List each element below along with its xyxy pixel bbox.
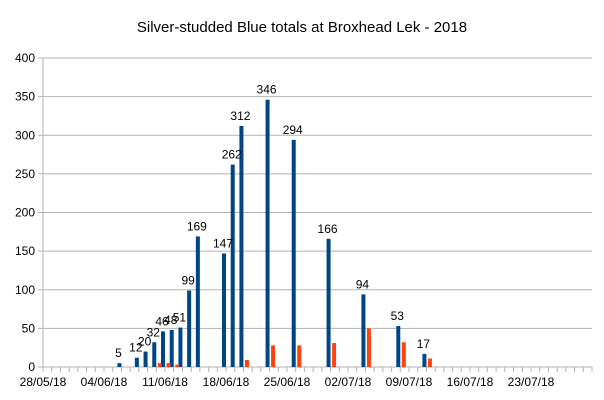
bar	[178, 327, 183, 367]
x-tick-label: 02/07/18	[325, 375, 372, 389]
data-label: 346	[257, 83, 277, 97]
data-label: 5	[115, 346, 122, 360]
bar	[427, 358, 432, 367]
x-tick-label: 09/07/18	[386, 375, 433, 389]
bar	[117, 363, 122, 367]
x-axis: 28/05/18 04/06/18 11/06/18 18/06/18 25/06/18…	[20, 366, 593, 389]
bar	[239, 125, 244, 367]
data-label: 20	[138, 335, 152, 349]
gridlines	[43, 57, 592, 329]
y-tick-label: 350	[15, 90, 35, 104]
bar	[422, 353, 427, 367]
data-label: 46	[155, 314, 169, 328]
bars	[117, 99, 432, 367]
x-tick-label: 28/05/18	[20, 375, 67, 389]
y-tick-label: 0	[28, 360, 35, 374]
bar	[143, 351, 148, 367]
x-tick-label: 23/07/18	[508, 375, 555, 389]
y-tick-label: 400	[15, 51, 35, 65]
data-label: 94	[356, 277, 370, 291]
bar	[401, 342, 406, 367]
x-tick-label: 16/07/18	[447, 375, 494, 389]
data-label: 17	[417, 337, 431, 351]
bar	[195, 236, 200, 367]
data-label: 169	[187, 219, 207, 233]
bar	[361, 294, 366, 367]
data-label: 166	[318, 222, 338, 236]
y-axis: 0 50 100 150 200 250 300 350 400	[15, 51, 44, 374]
y-tick-label: 300	[15, 128, 35, 142]
data-label: 53	[391, 309, 405, 323]
bar	[297, 345, 302, 367]
data-label: 147	[213, 236, 233, 250]
y-tick-label: 250	[15, 167, 35, 181]
x-tick-label: 18/06/18	[203, 375, 250, 389]
data-label: 51	[173, 311, 187, 325]
x-tick-label: 04/06/18	[81, 375, 128, 389]
data-label: 99	[181, 274, 195, 288]
bar	[157, 363, 162, 367]
y-tick-label: 150	[15, 244, 35, 258]
x-tick-label: 25/06/18	[264, 375, 311, 389]
bar	[134, 357, 139, 367]
bar	[222, 253, 226, 367]
bar	[230, 164, 235, 367]
bar	[396, 326, 401, 367]
data-label: 48	[164, 313, 178, 327]
data-label: 262	[222, 148, 242, 162]
y-tick-label: 50	[22, 321, 36, 335]
bar	[152, 342, 157, 367]
bar	[366, 328, 371, 367]
data-label: 312	[230, 109, 250, 123]
data-label: 32	[147, 325, 161, 339]
bar	[244, 360, 249, 367]
data-label: 12	[129, 341, 143, 355]
x-tick-label: 11/06/18	[142, 375, 188, 389]
y-tick-label: 200	[15, 206, 35, 220]
chart-title: Silver-studded Blue totals at Broxhead L…	[137, 19, 467, 36]
bar	[187, 290, 192, 367]
y-tick-label: 100	[15, 283, 35, 297]
bar	[166, 363, 171, 367]
bar	[265, 99, 270, 367]
data-label: 294	[283, 123, 303, 137]
bar	[161, 331, 165, 367]
bar	[291, 139, 296, 367]
bar	[271, 345, 276, 367]
bar	[326, 238, 331, 367]
bar	[332, 343, 337, 367]
bar	[169, 329, 174, 367]
bar	[175, 364, 180, 367]
